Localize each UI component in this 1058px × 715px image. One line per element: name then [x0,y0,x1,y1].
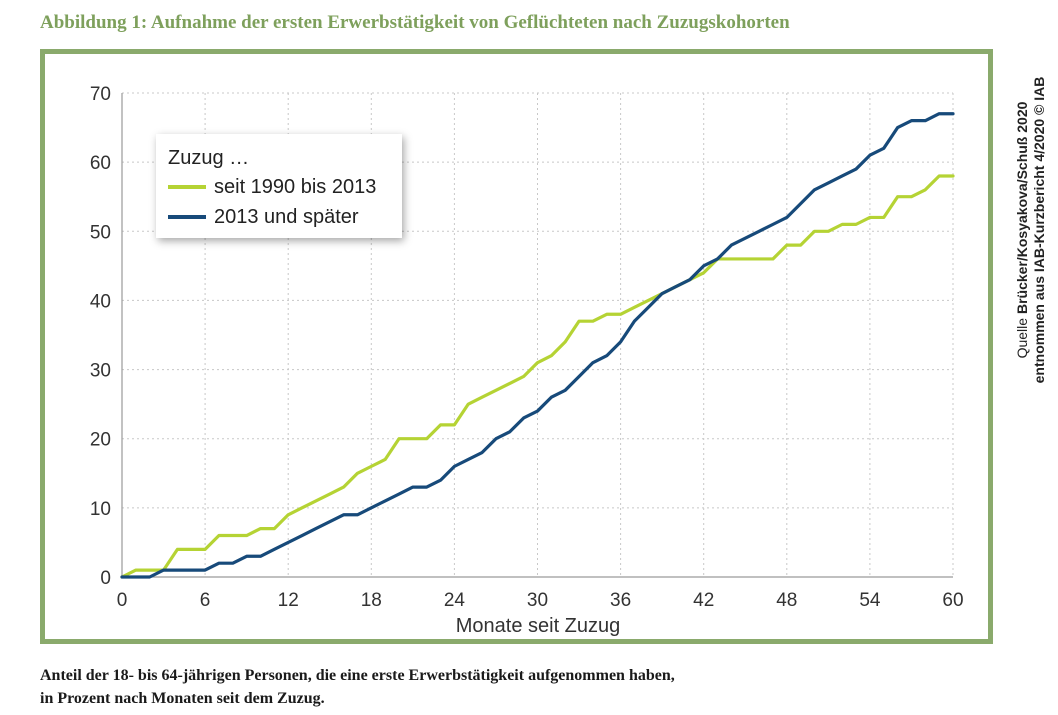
figure-title: Abbildung 1: Aufnahme der ersten Erwerbs… [40,12,790,33]
y-tick-label: 20 [90,430,111,451]
caption-line-2: in Prozent nach Monaten seit dem Zuzug. [40,690,325,707]
line-chart: 0 10 20 30 40 50 60 70 0 6 12 18 24 30 36 42 48 54 60 Mona… [90,84,964,637]
source-publication: entnommen aus IAB-Kurzbericht 4/2020 © I… [1030,76,1047,384]
x-tick-label: 0 [117,590,128,611]
y-tick-label: 60 [90,153,111,174]
x-tick-label: 18 [361,590,382,611]
figure-caption: Anteil der 18- bis 64-jährigen Personen,… [40,664,675,710]
x-tick-label: 24 [444,590,466,611]
source-line-1: Quelle Brücker/Kosyakova/Schuß 2020 [1014,50,1031,410]
source-note: Quelle Brücker/Kosyakova/Schuß 2020 entn… [1003,50,1058,410]
y-tick-label: 10 [90,499,111,520]
legend-item-series-2: 2013 und später [168,202,390,232]
legend-swatch-series-2 [168,215,206,219]
y-tick-label: 0 [100,568,111,589]
y-tick-label: 30 [90,361,111,382]
source-line-2: entnommen aus IAB-Kurzbericht 4/2020 © I… [1031,50,1048,410]
x-tick-label: 6 [200,590,211,611]
chart-frame: 0 10 20 30 40 50 60 70 0 6 12 18 24 30 36 42 48 54 60 Mona… [40,49,993,644]
x-tick-label: 60 [942,590,963,611]
legend-label-series-1: seit 1990 bis 2013 [214,175,377,198]
x-axis-label: Monate seit Zuzug [456,615,621,637]
x-tick-label: 12 [278,590,299,611]
y-tick-label: 70 [90,84,111,105]
legend-swatch-series-1 [168,185,206,189]
series-line-1 [120,174,955,579]
source-authors: Brücker/Kosyakova/Schuß 2020 [1013,101,1030,315]
x-tick-label: 30 [527,590,548,611]
x-tick-label: 54 [859,590,881,611]
tick-label-layer: 0 10 20 30 40 50 60 70 0 6 12 18 24 30 36 42 48 54 60 [90,84,964,611]
y-tick-label: 50 [90,222,111,243]
chart-legend: Zuzug … seit 1990 bis 2013 2013 und spät… [156,134,402,238]
legend-label-series-2: 2013 und später [214,205,359,228]
x-tick-label: 36 [610,590,631,611]
series-line-2 [120,112,955,579]
series-layer [120,112,955,579]
y-tick-label: 40 [90,291,111,312]
x-tick-label: 48 [776,590,797,611]
caption-line-1: Anteil der 18- bis 64-jährigen Personen,… [40,667,675,684]
x-tick-label: 42 [693,590,714,611]
legend-item-series-1: seit 1990 bis 2013 [168,172,390,202]
source-prefix: Quelle [1013,317,1030,359]
axis-layer [121,93,953,578]
grid-layer [122,92,954,577]
legend-title: Zuzug … [168,147,250,169]
